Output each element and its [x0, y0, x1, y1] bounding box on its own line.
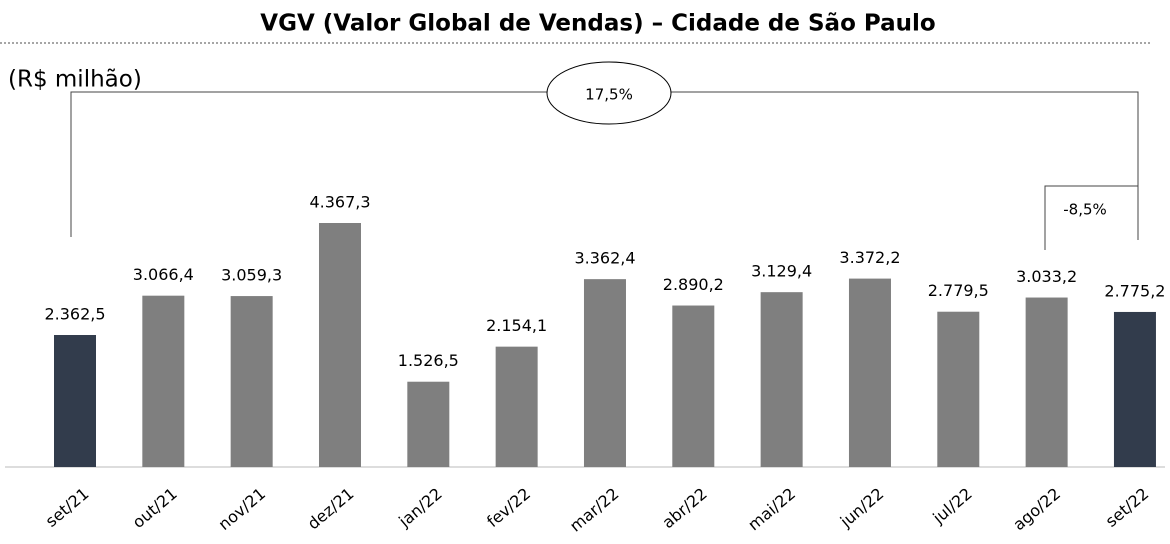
bar [495, 346, 538, 467]
data-label: 3.033,2 [1016, 267, 1077, 286]
x-tick-label: abr/22 [658, 484, 710, 532]
data-label: 4.367,3 [309, 193, 370, 212]
x-tick-label: set/22 [1102, 484, 1153, 531]
data-label: 3.129,4 [751, 262, 812, 281]
chart-title: VGV (Valor Global de Vendas) – Cidade de… [260, 11, 935, 37]
annotation: 17,5% [585, 86, 633, 104]
data-label: 3.066,4 [133, 265, 194, 284]
data-label: 3.372,2 [839, 248, 900, 267]
bracket-small [1044, 185, 1138, 250]
x-tick-label: dez/21 [304, 484, 358, 533]
bar [318, 223, 361, 467]
data-label: 1.526,5 [398, 351, 459, 370]
x-tick-label: jul/22 [928, 484, 975, 528]
bar [407, 381, 450, 467]
x-tick-label: ago/22 [1009, 484, 1064, 534]
x-tick-label: mar/22 [566, 484, 622, 536]
annotation-ellipse [546, 61, 672, 125]
data-label: 2.775,2 [1104, 281, 1165, 300]
x-tick-label: out/21 [129, 484, 181, 532]
data-label: 3.059,3 [221, 266, 282, 285]
annotation: -8,5% [1063, 201, 1107, 219]
bar [54, 335, 96, 467]
data-label: 2.362,5 [44, 305, 105, 324]
x-tick-label: jan/22 [394, 484, 445, 531]
bar [672, 305, 715, 467]
bar [937, 311, 980, 467]
bar [760, 292, 803, 467]
bar [848, 278, 891, 467]
bar [230, 296, 273, 467]
data-label: 3.362,4 [574, 249, 635, 268]
x-tick-label: mai/22 [744, 484, 799, 534]
bar [142, 295, 185, 467]
unit-label: (R$ milhão) [8, 67, 142, 93]
bracket-left [70, 91, 547, 237]
x-tick-label: nov/21 [215, 484, 269, 534]
data-label: 2.890,2 [663, 275, 724, 294]
data-label: 2.154,1 [486, 316, 547, 335]
bar [1113, 311, 1156, 467]
bracket-right [671, 91, 1139, 240]
bar [1025, 297, 1068, 467]
data-label: 2.779,5 [928, 281, 989, 300]
x-tick-label: fev/22 [483, 484, 534, 531]
x-tick-label: jun/22 [836, 484, 888, 532]
bar [583, 279, 626, 467]
x-tick-label: set/21 [42, 484, 93, 531]
